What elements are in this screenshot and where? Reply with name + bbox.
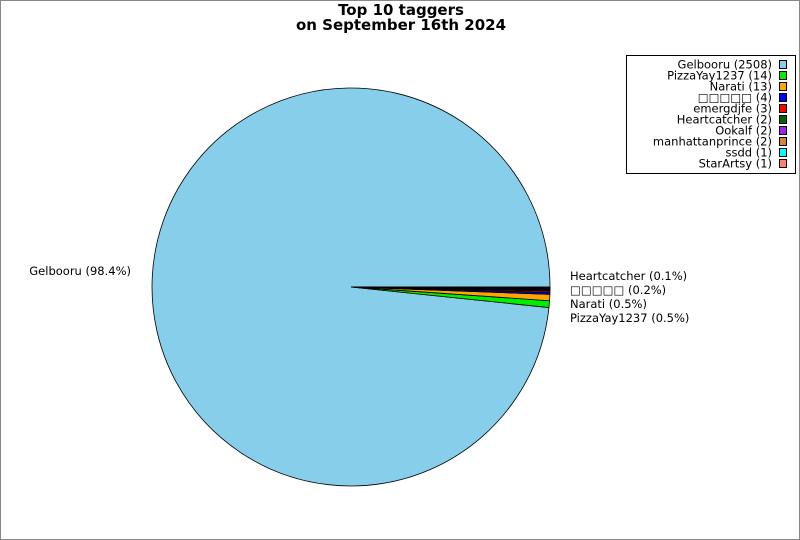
legend-label-0: Gelbooru (2508) bbox=[678, 58, 772, 72]
legend-swatch-9 bbox=[779, 159, 787, 168]
legend-swatch-8 bbox=[779, 148, 787, 157]
legend-swatch-0 bbox=[779, 60, 787, 69]
legend-label-2: Narati (13) bbox=[710, 80, 772, 94]
legend-label-9: StarArtsy (1) bbox=[699, 157, 772, 171]
legend-swatch-5 bbox=[779, 115, 787, 124]
legend-label-1: PizzaYay1237 (14) bbox=[667, 69, 772, 83]
legend-swatch-6 bbox=[779, 126, 787, 135]
legend-box bbox=[626, 55, 796, 174]
legend-label-4: emergdjfe (3) bbox=[693, 102, 772, 116]
legend-label-3: □□□□□ (4) bbox=[698, 91, 772, 105]
legend-swatch-4 bbox=[779, 104, 787, 113]
legend-label-8: ssdd (1) bbox=[725, 146, 772, 160]
slice-label-5: Heartcatcher (0.1%) bbox=[570, 269, 687, 283]
legend-label-7: manhattanprince (2) bbox=[653, 135, 772, 149]
legend-label-5: Heartcatcher (2) bbox=[677, 113, 772, 127]
slice-label-2: Narati (0.5%) bbox=[570, 297, 647, 311]
legend-swatch-1 bbox=[779, 71, 787, 80]
legend-swatch-7 bbox=[779, 137, 787, 146]
slice-label-1: PizzaYay1237 (0.5%) bbox=[570, 311, 689, 325]
slice-label-3: □□□□□ (0.2%) bbox=[570, 283, 666, 297]
slice-label-0: Gelbooru (98.4%) bbox=[29, 264, 131, 278]
legend-swatch-3 bbox=[779, 93, 787, 102]
legend-swatch-2 bbox=[779, 82, 787, 91]
chart-title: Top 10 taggers on September 16th 2024 bbox=[1, 1, 799, 34]
title-line-2: on September 16th 2024 bbox=[295, 16, 507, 34]
legend-label-6: Ookalf (2) bbox=[715, 124, 772, 138]
title-line-1: Top 10 taggers bbox=[338, 1, 464, 19]
